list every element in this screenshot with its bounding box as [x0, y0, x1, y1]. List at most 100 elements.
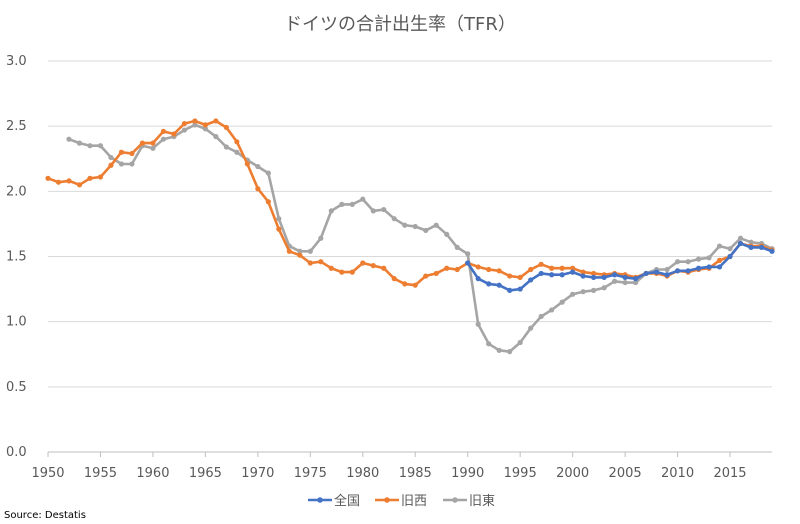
- x-tick-label: 2000: [556, 466, 589, 481]
- data-point: [716, 243, 723, 249]
- data-point: [570, 269, 576, 275]
- legend-item: 全国: [308, 493, 360, 509]
- data-point: [486, 266, 492, 273]
- data-point: [549, 272, 555, 278]
- data-point: [643, 270, 649, 277]
- data-point: [223, 124, 229, 131]
- data-point: [580, 269, 586, 275]
- series-0: [465, 240, 775, 293]
- data-point: [517, 274, 523, 280]
- x-tick-label: 1975: [294, 466, 327, 481]
- x-tick-label: 1985: [399, 466, 432, 481]
- data-point: [475, 276, 481, 282]
- x-tick-label: 2005: [609, 466, 642, 481]
- legend-swatch-marker: [452, 497, 458, 503]
- data-point: [486, 281, 492, 287]
- data-point: [528, 325, 534, 331]
- data-point: [349, 269, 355, 275]
- data-point: [496, 282, 502, 288]
- data-point: [255, 186, 261, 192]
- data-point: [559, 299, 565, 305]
- legend-label: 旧東: [469, 493, 495, 509]
- x-tick-label: 1965: [189, 466, 222, 481]
- data-point: [632, 276, 639, 282]
- data-point: [213, 118, 219, 124]
- data-point: [276, 216, 282, 222]
- data-point: [160, 128, 167, 134]
- data-point: [622, 279, 628, 286]
- y-tick-label: 0.5: [6, 380, 27, 395]
- x-tick-label: 2010: [661, 466, 694, 481]
- y-tick-label: 2.5: [6, 119, 27, 134]
- data-point: [339, 269, 345, 275]
- data-point: [517, 339, 523, 346]
- data-point: [423, 273, 429, 279]
- data-point: [727, 246, 733, 252]
- data-point: [66, 136, 72, 142]
- data-point: [97, 143, 104, 149]
- data-point: [276, 226, 282, 232]
- data-point: [737, 235, 744, 241]
- y-tick-label: 2.0: [6, 184, 27, 199]
- legend-label: 旧西: [401, 494, 427, 509]
- series-group: [45, 118, 775, 355]
- data-point: [674, 259, 681, 265]
- x-tick-label: 1970: [241, 466, 274, 481]
- data-point: [570, 291, 576, 297]
- data-point: [612, 278, 618, 284]
- y-axis-ticks: 0.0 0.5 1.0 1.5 2.0 2.5 3.0: [6, 54, 27, 460]
- data-point: [706, 264, 712, 270]
- series-1: [45, 118, 775, 288]
- data-point: [108, 154, 114, 161]
- legend-item: 旧東: [443, 493, 495, 509]
- data-point: [622, 274, 628, 280]
- data-point: [538, 261, 544, 267]
- data-point: [360, 196, 366, 202]
- data-point: [612, 272, 618, 278]
- data-point: [664, 266, 670, 273]
- data-point: [748, 244, 754, 250]
- data-point: [580, 273, 586, 279]
- data-point: [129, 161, 135, 167]
- x-axis-ticks: 1950 1955 1960 1965 1970 1975 1980 1985 1990 1995…: [31, 452, 747, 481]
- data-point: [433, 270, 439, 277]
- data-point: [181, 120, 188, 127]
- data-point: [601, 274, 607, 280]
- data-point: [150, 145, 156, 151]
- data-point: [591, 274, 597, 280]
- data-point: [307, 248, 313, 254]
- data-point: [528, 277, 534, 283]
- data-point: [286, 248, 292, 254]
- legend-swatch-marker: [317, 497, 323, 503]
- data-point: [465, 251, 471, 257]
- data-point: [412, 223, 418, 230]
- data-point: [87, 175, 93, 181]
- data-point: [223, 144, 229, 150]
- legend-item: 旧西: [375, 494, 427, 509]
- data-point: [454, 266, 460, 273]
- data-point: [664, 272, 670, 278]
- data-point: [87, 143, 93, 149]
- data-point: [171, 131, 177, 137]
- data-point: [496, 347, 502, 353]
- data-point: [213, 133, 219, 140]
- data-point: [192, 118, 198, 124]
- data-point: [391, 216, 397, 222]
- data-point: [76, 140, 83, 146]
- data-point: [402, 222, 408, 228]
- data-point: [370, 208, 376, 214]
- data-point: [528, 266, 534, 273]
- data-point: [150, 140, 156, 146]
- data-point: [549, 265, 555, 271]
- data-point: [265, 170, 271, 176]
- y-tick-label: 1.0: [6, 315, 27, 330]
- data-point: [297, 252, 303, 258]
- data-point: [685, 259, 691, 265]
- y-tick-label: 0.0: [6, 445, 27, 460]
- data-point: [507, 287, 513, 293]
- data-point: [444, 265, 450, 271]
- data-point: [139, 140, 146, 146]
- data-point: [769, 248, 775, 254]
- data-point: [391, 276, 397, 282]
